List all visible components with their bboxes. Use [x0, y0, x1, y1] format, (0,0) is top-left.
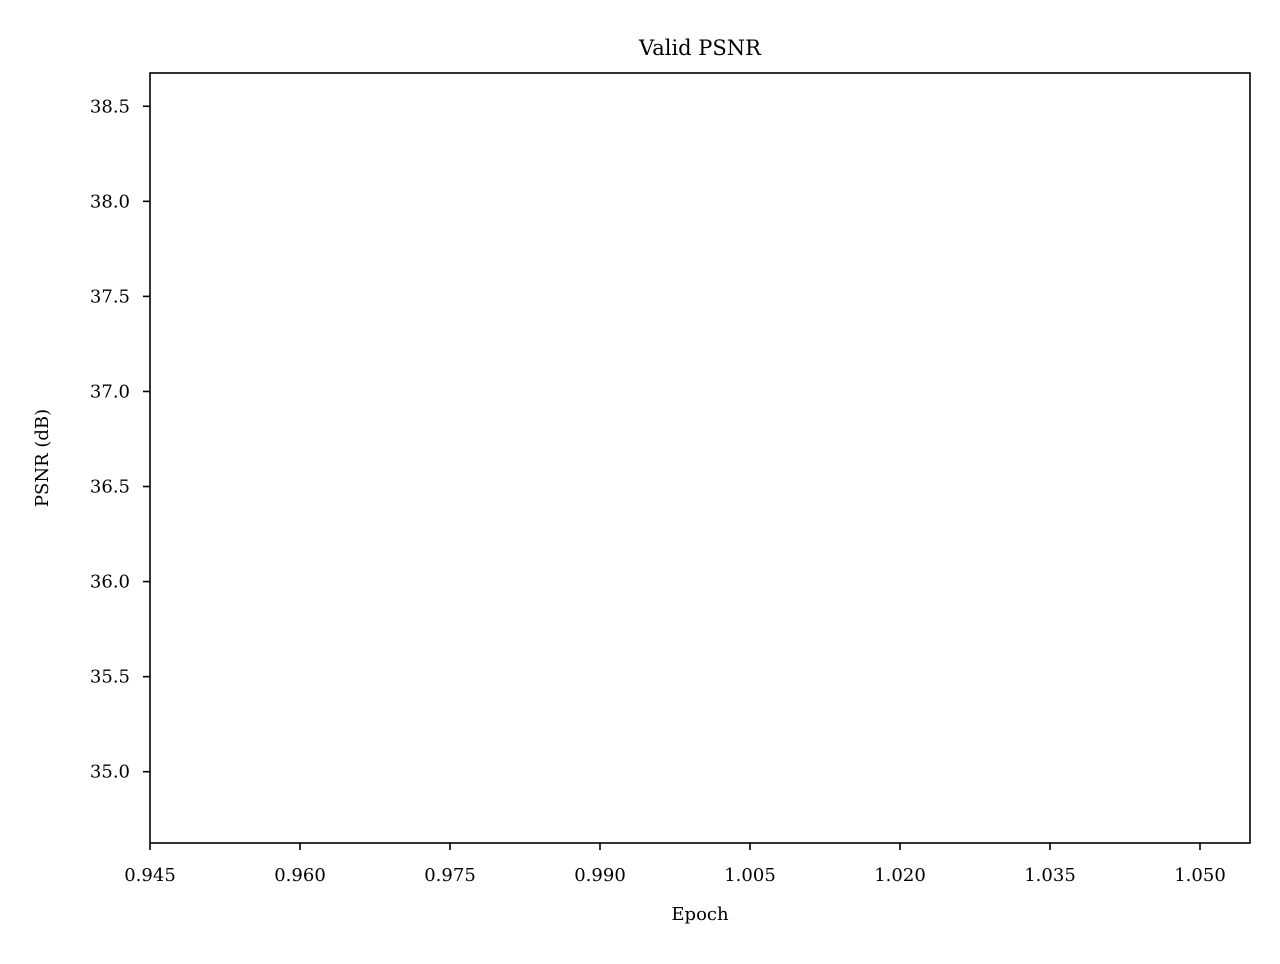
- x-tick-label: 1.035: [1024, 865, 1076, 886]
- plot-frame: [149, 72, 1251, 844]
- y-tick-label: 36.5: [90, 477, 130, 498]
- x-tick-label: 0.975: [424, 865, 476, 886]
- x-tick-label: 1.005: [724, 865, 776, 886]
- x-axis-ticks: 0.945 0.960 0.975 0.990 1.005 1.020 1.035 1.050: [124, 843, 1226, 886]
- y-axis-ticks: 35.0 35.5 36.0 36.5 37.0 37.5 38.0 38.5: [90, 96, 150, 783]
- x-tick-label: 0.945: [124, 865, 176, 886]
- x-tick-label: 1.050: [1174, 865, 1226, 886]
- y-tick-label: 37.0: [90, 381, 130, 402]
- plot-area: [150, 73, 1250, 843]
- chart-title: Valid PSNR: [638, 36, 762, 60]
- x-tick-label: 0.990: [574, 865, 626, 886]
- x-tick-label: 1.020: [874, 865, 926, 886]
- y-tick-label: 38.5: [90, 96, 130, 117]
- y-tick-label: 36.0: [90, 572, 130, 593]
- y-tick-label: 35.5: [90, 667, 130, 688]
- y-axis-label: PSNR (dB): [32, 409, 53, 507]
- x-axis-label: Epoch: [671, 904, 729, 925]
- y-tick-label: 38.0: [90, 191, 130, 212]
- y-tick-label: 35.0: [90, 762, 130, 783]
- y-tick-label: 37.5: [90, 286, 130, 307]
- x-tick-label: 0.960: [274, 865, 326, 886]
